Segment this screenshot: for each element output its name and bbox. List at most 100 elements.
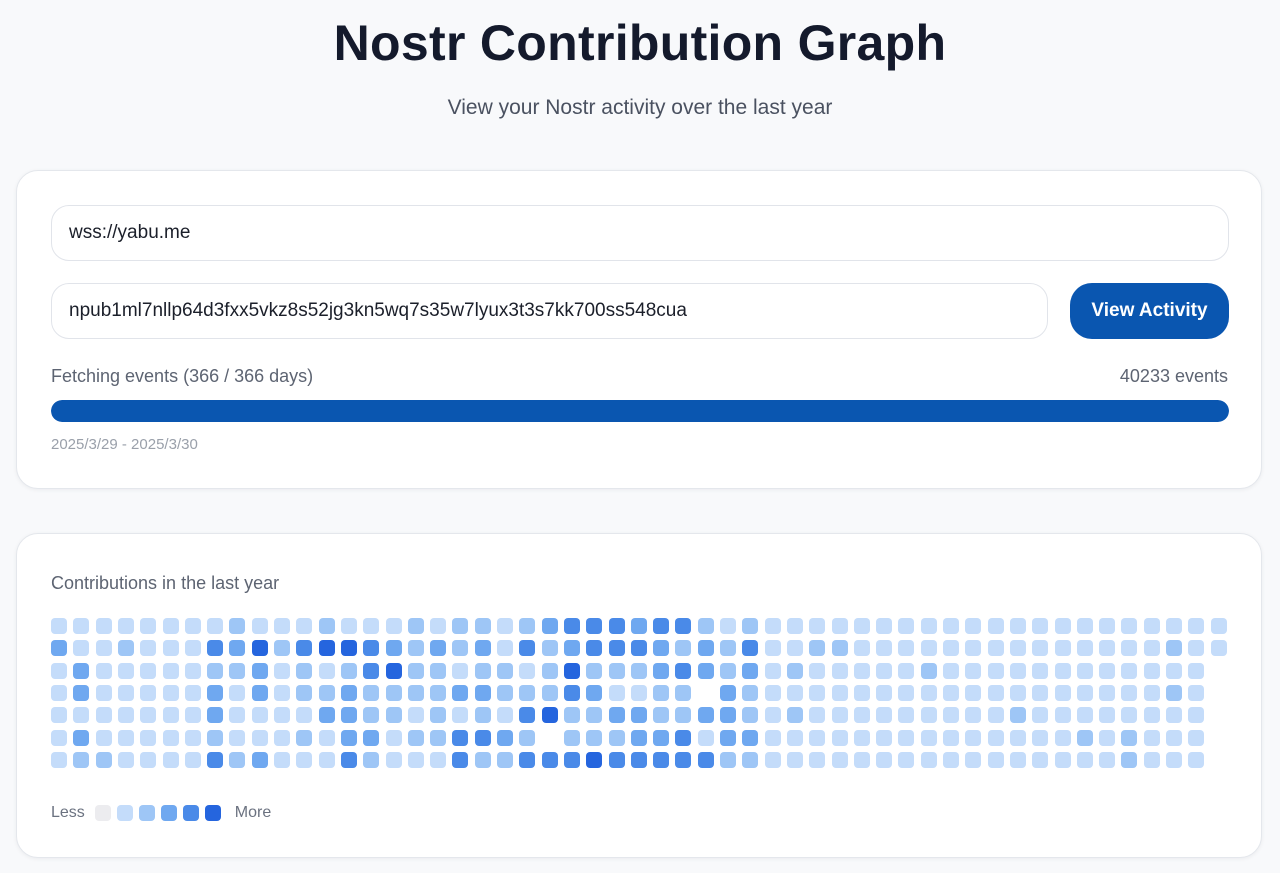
heatmap-day-cell[interactable] [697,662,714,679]
heatmap-day-cell[interactable] [720,751,736,768]
heatmap-day-cell[interactable] [786,751,803,768]
heatmap-day-cell[interactable] [1188,707,1205,724]
heatmap-day-cell[interactable] [1054,751,1071,768]
heatmap-day-cell[interactable] [251,662,268,679]
heatmap-day-cell[interactable] [1188,729,1205,746]
heatmap-day-cell[interactable] [229,662,246,679]
heatmap-day-cell[interactable] [51,707,67,724]
heatmap-day-cell[interactable] [407,618,424,634]
heatmap-day-cell[interactable] [519,640,536,657]
heatmap-day-cell[interactable] [720,618,736,634]
heatmap-day-cell[interactable] [898,729,915,746]
heatmap-day-cell[interactable] [51,684,67,701]
heatmap-day-cell[interactable] [742,729,759,746]
heatmap-day-cell[interactable] [1032,618,1049,634]
heatmap-day-cell[interactable] [430,751,447,768]
heatmap-day-cell[interactable] [987,707,1004,724]
heatmap-day-cell[interactable] [274,751,290,768]
heatmap-day-cell[interactable] [162,618,179,634]
heatmap-day-cell[interactable] [1076,662,1093,679]
heatmap-day-cell[interactable] [407,640,424,657]
heatmap-day-cell[interactable] [140,707,157,724]
heatmap-day-cell[interactable] [586,640,603,657]
heatmap-day-cell[interactable] [786,684,803,701]
heatmap-day-cell[interactable] [1054,684,1071,701]
heatmap-day-cell[interactable] [987,729,1004,746]
relay-url-input[interactable] [51,205,1229,261]
heatmap-day-cell[interactable] [1121,662,1138,679]
heatmap-day-cell[interactable] [162,640,179,657]
heatmap-day-cell[interactable] [586,618,603,634]
heatmap-day-cell[interactable] [1076,751,1093,768]
heatmap-day-cell[interactable] [675,662,692,679]
heatmap-day-cell[interactable] [943,751,959,768]
heatmap-day-cell[interactable] [274,662,290,679]
heatmap-day-cell[interactable] [563,707,580,724]
heatmap-day-cell[interactable] [519,618,536,634]
heatmap-day-cell[interactable] [229,640,246,657]
heatmap-day-cell[interactable] [1009,618,1026,634]
heatmap-day-cell[interactable] [207,707,224,724]
heatmap-day-cell[interactable] [1076,640,1093,657]
heatmap-day-cell[interactable] [1009,707,1026,724]
heatmap-day-cell[interactable] [853,684,870,701]
heatmap-day-cell[interactable] [831,640,848,657]
heatmap-day-cell[interactable] [207,751,224,768]
heatmap-day-cell[interactable] [363,640,380,657]
heatmap-day-cell[interactable] [1099,729,1116,746]
heatmap-day-cell[interactable] [497,662,513,679]
heatmap-day-cell[interactable] [563,729,580,746]
heatmap-day-cell[interactable] [563,618,580,634]
heatmap-day-cell[interactable] [162,684,179,701]
heatmap-day-cell[interactable] [876,729,893,746]
heatmap-day-cell[interactable] [1054,618,1071,634]
heatmap-day-cell[interactable] [943,662,959,679]
heatmap-day-cell[interactable] [184,640,201,657]
heatmap-day-cell[interactable] [1121,751,1138,768]
heatmap-day-cell[interactable] [1143,640,1160,657]
heatmap-day-cell[interactable] [95,640,112,657]
heatmap-day-cell[interactable] [965,618,982,634]
heatmap-day-cell[interactable] [1054,640,1071,657]
heatmap-day-cell[interactable] [274,729,290,746]
heatmap-day-cell[interactable] [786,729,803,746]
heatmap-day-cell[interactable] [786,662,803,679]
heatmap-day-cell[interactable] [162,729,179,746]
heatmap-day-cell[interactable] [519,751,536,768]
heatmap-day-cell[interactable] [764,684,781,701]
heatmap-day-cell[interactable] [764,640,781,657]
heatmap-day-cell[interactable] [51,729,67,746]
heatmap-day-cell[interactable] [898,751,915,768]
heatmap-day-cell[interactable] [385,640,402,657]
heatmap-day-cell[interactable] [407,751,424,768]
heatmap-day-cell[interactable] [898,662,915,679]
heatmap-day-cell[interactable] [608,707,625,724]
heatmap-day-cell[interactable] [943,729,959,746]
heatmap-day-cell[interactable] [586,684,603,701]
heatmap-day-cell[interactable] [853,618,870,634]
heatmap-day-cell[interactable] [675,640,692,657]
heatmap-day-cell[interactable] [965,640,982,657]
heatmap-day-cell[interactable] [1143,707,1160,724]
heatmap-day-cell[interactable] [563,684,580,701]
heatmap-day-cell[interactable] [809,684,826,701]
heatmap-day-cell[interactable] [742,662,759,679]
heatmap-day-cell[interactable] [140,684,157,701]
heatmap-day-cell[interactable] [853,729,870,746]
heatmap-day-cell[interactable] [474,618,491,634]
heatmap-day-cell[interactable] [1009,640,1026,657]
heatmap-day-cell[interactable] [296,684,313,701]
heatmap-day-cell[interactable] [943,640,959,657]
heatmap-day-cell[interactable] [452,729,469,746]
heatmap-day-cell[interactable] [318,662,335,679]
heatmap-day-cell[interactable] [920,707,937,724]
heatmap-day-cell[interactable] [385,707,402,724]
heatmap-day-cell[interactable] [987,684,1004,701]
heatmap-day-cell[interactable] [542,730,558,746]
heatmap-day-cell[interactable] [876,707,893,724]
heatmap-day-cell[interactable] [296,751,313,768]
heatmap-day-cell[interactable] [140,662,157,679]
heatmap-day-cell[interactable] [452,640,469,657]
heatmap-day-cell[interactable] [1188,662,1205,679]
heatmap-day-cell[interactable] [876,640,893,657]
